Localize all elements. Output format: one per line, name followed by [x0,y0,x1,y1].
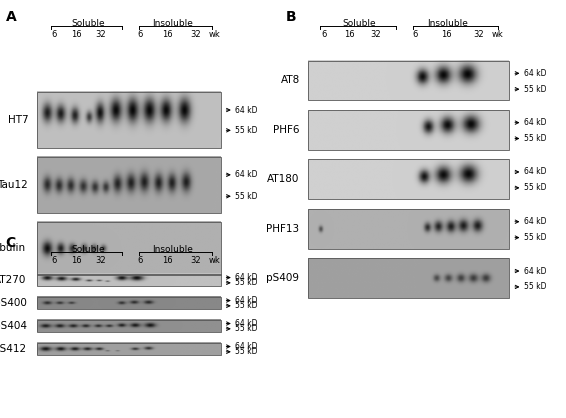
Text: 32: 32 [370,30,380,39]
Text: pS404: pS404 [0,321,27,331]
Text: pS412: pS412 [0,344,27,354]
Text: AT270: AT270 [0,275,27,285]
Text: 32: 32 [96,256,106,265]
Text: Tau12: Tau12 [0,180,28,190]
Text: Soluble: Soluble [71,19,105,28]
Bar [308,258,509,298]
Bar [37,297,221,309]
Text: 55 kD: 55 kD [524,85,547,94]
Text: 6: 6 [51,256,57,265]
Bar [37,343,221,355]
Text: PHF6: PHF6 [273,125,300,135]
Text: 55 kD: 55 kD [524,134,547,143]
Text: pS400: pS400 [0,298,27,308]
Text: 64 kD: 64 kD [235,105,258,115]
Text: 55 kD: 55 kD [235,278,258,287]
Text: 32: 32 [96,30,106,39]
Text: 64 kD: 64 kD [524,217,547,226]
Text: 55 kD: 55 kD [235,347,258,356]
Text: 55 kD: 55 kD [235,126,258,135]
Text: 55 kD: 55 kD [524,283,547,291]
Text: 55 kD: 55 kD [235,192,258,201]
Text: 16: 16 [162,30,172,39]
Bar [37,92,221,148]
Text: wk: wk [491,30,503,39]
Text: Insoluble: Insoluble [152,245,193,254]
Text: wk: wk [208,256,220,265]
Text: PHF13: PHF13 [265,224,299,234]
Text: B: B [286,10,297,24]
Bar [37,320,221,332]
Text: 6: 6 [321,30,327,39]
Text: 32: 32 [473,30,483,39]
Text: AT180: AT180 [267,174,299,184]
Text: 64 kD: 64 kD [524,118,547,127]
Bar [308,61,509,100]
Text: C: C [6,236,16,250]
Bar [37,274,221,286]
Text: 6: 6 [412,30,418,39]
Text: Tubulin: Tubulin [0,243,25,253]
Text: 6: 6 [138,256,143,265]
Text: 16: 16 [344,30,354,39]
Text: 55 kD: 55 kD [524,184,547,192]
Text: 64 kD: 64 kD [524,267,547,275]
Bar [308,209,509,249]
Text: Insoluble: Insoluble [152,19,193,28]
Text: wk: wk [208,30,220,39]
Text: 55 kD: 55 kD [235,301,258,310]
Text: 16: 16 [71,30,82,39]
Text: 16: 16 [441,30,451,39]
Text: AT8: AT8 [281,76,300,85]
Text: 55 kD: 55 kD [524,233,547,242]
Text: Insoluble: Insoluble [427,19,468,28]
Text: 55 kD: 55 kD [235,324,258,333]
Text: 64 kD: 64 kD [235,170,258,179]
Text: 6: 6 [51,30,57,39]
Text: Soluble: Soluble [71,245,105,254]
Text: 64 kD: 64 kD [524,69,547,78]
Text: 16: 16 [162,256,172,265]
Text: 64 kD: 64 kD [235,319,258,328]
Text: 32: 32 [190,30,200,39]
Text: 64 kD: 64 kD [235,273,258,282]
Text: A: A [6,10,16,24]
Bar [37,222,221,275]
Text: 16: 16 [71,256,82,265]
Bar [308,159,509,199]
Text: 64 kD: 64 kD [524,168,547,176]
Text: Soluble: Soluble [342,19,376,28]
Text: HT7: HT7 [8,115,28,125]
Text: pS409: pS409 [266,273,299,283]
Text: 32: 32 [190,256,200,265]
Text: 64 kD: 64 kD [235,342,258,351]
Bar [308,110,509,150]
Bar [37,157,221,213]
Text: 64 kD: 64 kD [235,296,258,305]
Text: 6: 6 [138,30,143,39]
